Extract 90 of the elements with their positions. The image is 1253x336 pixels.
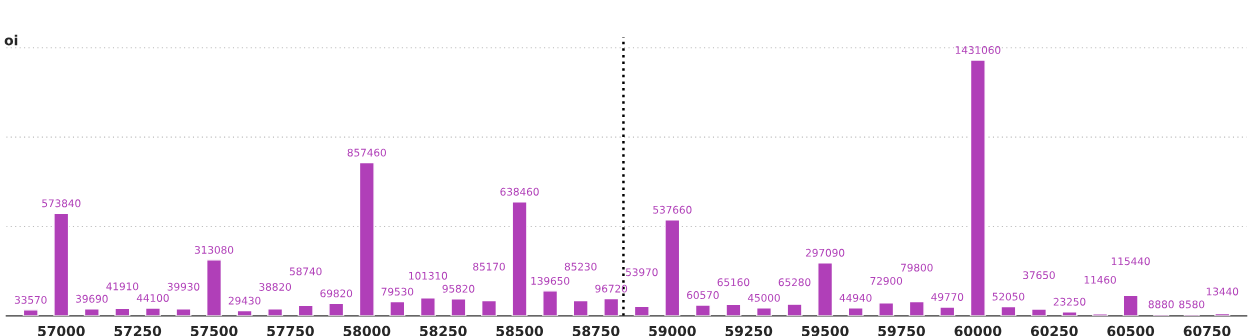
- bar: [694, 304, 711, 316]
- bar: [1122, 294, 1139, 316]
- bar: [572, 299, 589, 316]
- data-label: 573840: [42, 199, 81, 208]
- bar: [297, 304, 314, 316]
- x-tick-label: 59000: [649, 325, 696, 336]
- data-label: 39930: [167, 282, 200, 291]
- data-label: 638460: [500, 187, 539, 196]
- bar: [847, 307, 864, 316]
- bar: [144, 307, 161, 316]
- data-label: 72900: [870, 276, 903, 285]
- data-label: 29430: [228, 296, 261, 305]
- x-tick-label: 59250: [725, 325, 773, 336]
- data-label: 13440: [1206, 287, 1239, 296]
- data-label: 60570: [687, 291, 719, 299]
- bar: [755, 307, 773, 316]
- x-tick-label: 58750: [572, 325, 620, 336]
- bar: [939, 306, 956, 316]
- bar: [389, 300, 406, 316]
- x-tick-label: 57000: [38, 325, 85, 336]
- x-tick-label: 60000: [954, 325, 1002, 336]
- x-tick-label: 57500: [190, 325, 238, 336]
- data-label: 65280: [778, 278, 811, 287]
- bar: [603, 297, 620, 316]
- bar: [450, 298, 467, 316]
- y-axis-title: oi: [4, 34, 18, 46]
- bar: [786, 303, 803, 316]
- bar: [1030, 308, 1047, 316]
- data-label: 23250: [1053, 297, 1086, 306]
- bar: [22, 309, 39, 316]
- x-tick-label: 58000: [343, 325, 391, 336]
- bar: [725, 303, 742, 316]
- data-label: 8580: [1179, 300, 1205, 309]
- bar: [328, 302, 345, 316]
- data-label: 58740: [289, 267, 322, 276]
- bar: [878, 302, 895, 316]
- data-label: 297090: [805, 248, 845, 257]
- bar: [633, 305, 650, 316]
- data-label: 11460: [1084, 275, 1116, 284]
- data-label: 8880: [1148, 300, 1174, 309]
- bar: [542, 290, 559, 316]
- x-tick-label: 60250: [1030, 325, 1078, 336]
- data-label: 41910: [106, 282, 139, 291]
- bar: [358, 161, 375, 316]
- bar: [664, 219, 681, 316]
- data-label: 115440: [1111, 257, 1150, 266]
- bar: [175, 308, 192, 316]
- bar: [206, 259, 223, 316]
- data-label: 79530: [381, 287, 414, 296]
- x-tick-label: 60500: [1107, 325, 1155, 336]
- data-label: 857460: [347, 148, 386, 157]
- x-tick-label: 57750: [267, 325, 314, 336]
- data-label: 79800: [901, 263, 933, 272]
- data-label: 49770: [931, 293, 964, 301]
- x-tick-label: 58500: [496, 325, 544, 336]
- bar: [267, 308, 284, 316]
- data-label: 44940: [839, 293, 872, 302]
- data-label: 38820: [259, 283, 292, 291]
- bar: [1000, 305, 1017, 316]
- data-label: 33570: [14, 295, 47, 304]
- data-label: 52050: [992, 292, 1025, 301]
- bar: [817, 262, 834, 316]
- data-label: 53970: [626, 268, 658, 277]
- data-label: 65160: [717, 278, 750, 287]
- data-label: 95820: [442, 284, 475, 293]
- bar: [511, 201, 528, 316]
- x-tick-label: 58250: [420, 325, 467, 336]
- x-tick-label: 57250: [114, 325, 162, 336]
- data-label: 45000: [747, 293, 780, 302]
- data-label: 44100: [136, 294, 169, 302]
- x-tick-label: 59750: [878, 325, 925, 336]
- data-label: 313080: [194, 245, 234, 254]
- data-label: 85170: [473, 262, 505, 271]
- bar: [419, 297, 436, 316]
- bar: [53, 212, 70, 316]
- bar: [969, 59, 986, 316]
- data-label: 96720: [595, 284, 628, 293]
- data-label: 1431060: [955, 46, 1001, 54]
- data-label: 101310: [409, 271, 448, 280]
- data-label: 139650: [531, 276, 570, 285]
- data-label: 537660: [653, 205, 692, 214]
- bar: [480, 299, 498, 316]
- data-label: 69820: [320, 289, 353, 298]
- data-label: 37650: [1023, 271, 1055, 280]
- bar: [83, 308, 100, 316]
- data-label: 85230: [564, 262, 597, 271]
- x-tick-label: 59500: [802, 325, 849, 336]
- data-label: 39690: [76, 294, 108, 303]
- x-tick-label: 60750: [1183, 325, 1231, 336]
- bar: [908, 300, 925, 316]
